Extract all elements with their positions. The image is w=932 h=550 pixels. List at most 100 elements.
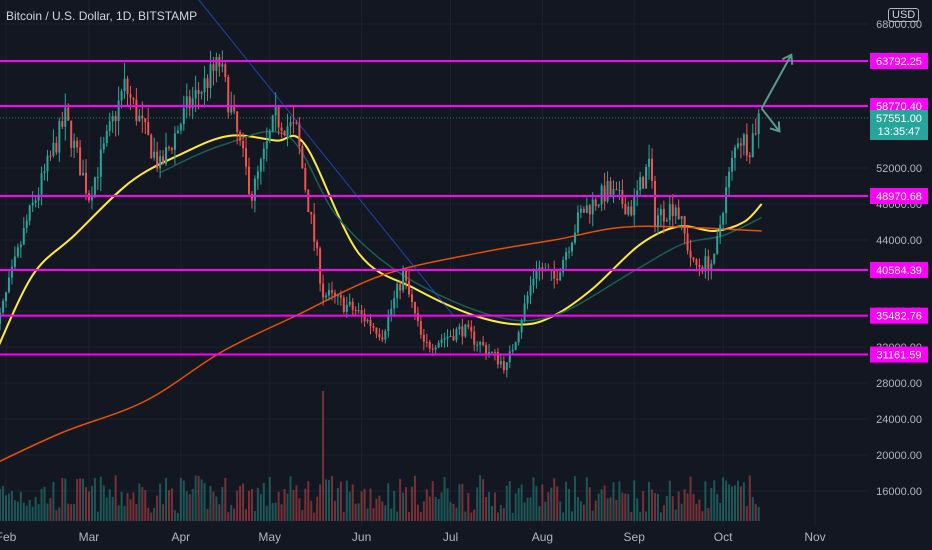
time-axis[interactable]: Feb Mar Apr May Jun Jul Aug Sep Oct Nov	[0, 530, 826, 544]
candle-body	[736, 143, 739, 148]
candle-body	[683, 216, 686, 234]
candle-body	[357, 310, 360, 312]
candle-body	[7, 277, 10, 293]
arrow-head[interactable]	[769, 121, 781, 133]
volume-bar	[2, 486, 5, 521]
candle-body	[440, 339, 443, 343]
volume-bar	[698, 499, 701, 521]
candle-body	[502, 361, 505, 371]
volume-bar	[108, 489, 111, 521]
volume-bar	[591, 510, 594, 521]
volume-bar	[523, 502, 526, 521]
candle-body	[668, 204, 671, 221]
volume-bar	[485, 496, 488, 521]
candle-body	[452, 335, 455, 341]
volume-bar	[87, 491, 90, 521]
candle-body	[653, 180, 656, 227]
volume-bar	[553, 478, 556, 521]
last-price-value: 57551.00	[876, 113, 922, 125]
candle-body	[19, 244, 22, 248]
volume-bar	[286, 493, 289, 521]
volume-bar	[218, 504, 221, 521]
volume-bar	[37, 504, 40, 521]
candle-body	[437, 342, 440, 348]
trendline-segment[interactable]	[196, 0, 454, 316]
candle-body	[748, 155, 751, 158]
volume-bar	[330, 476, 333, 521]
volume-bar	[16, 501, 19, 521]
candle-body	[698, 265, 701, 267]
candle-body	[147, 121, 150, 135]
candle-body	[301, 146, 304, 169]
volume-bar	[333, 500, 336, 521]
candle-body	[0, 312, 2, 324]
volume-bar	[751, 497, 754, 521]
trendline[interactable]	[196, 0, 454, 316]
volume-bar	[123, 505, 126, 521]
candle-body	[114, 116, 117, 122]
volume-bar	[366, 508, 369, 521]
arrow-shaft[interactable]	[760, 54, 793, 109]
candle-body	[410, 294, 413, 303]
candle-body	[505, 362, 508, 371]
volume-bar	[571, 511, 574, 521]
price-tick-label: 20000.00	[876, 450, 922, 462]
level-label-box	[870, 307, 928, 324]
candle-body	[144, 118, 147, 122]
volume-bar	[31, 506, 34, 521]
candle-body	[256, 171, 259, 179]
candle-body	[79, 147, 82, 176]
candle-body	[387, 315, 390, 332]
candle-body	[96, 176, 99, 178]
candle-body	[25, 220, 28, 229]
volume-bar	[547, 492, 550, 521]
candle-body	[582, 208, 585, 213]
candle-body	[277, 106, 280, 128]
volume-bar	[209, 485, 212, 521]
candle-body	[609, 181, 612, 195]
volume-bar	[458, 484, 461, 521]
volume-bar	[653, 493, 656, 521]
currency-button[interactable]: USD	[888, 8, 920, 22]
candle-body	[289, 122, 292, 127]
candle-body	[55, 142, 58, 153]
volume-bar	[245, 509, 248, 521]
volume-bar	[455, 507, 458, 521]
candle-body	[298, 123, 301, 147]
volume-bar	[668, 480, 671, 521]
projection-arrows[interactable]	[760, 53, 794, 133]
candle-body	[695, 259, 698, 266]
volume-bar	[132, 492, 135, 521]
volume-bar	[713, 480, 716, 521]
volume-bar	[642, 491, 645, 521]
arrow-shaft[interactable]	[760, 107, 781, 132]
volume-bar	[493, 492, 496, 521]
volume-bar	[105, 497, 108, 521]
volume-bar	[624, 493, 627, 521]
candle-body	[319, 248, 322, 284]
volume-bar	[173, 510, 176, 521]
level-label-box	[870, 262, 928, 278]
candle-body	[467, 324, 470, 327]
volume-bar	[316, 496, 319, 521]
candle-body	[449, 335, 452, 337]
volume-bar	[19, 491, 22, 521]
volume-bar	[298, 498, 301, 521]
candle-body	[46, 155, 49, 172]
volume-bar	[541, 484, 544, 521]
volume-bar	[556, 486, 559, 521]
level-label-box	[870, 188, 928, 204]
volume-bar	[7, 493, 10, 521]
horizontal-levels[interactable]	[0, 60, 868, 356]
volume-bar	[114, 475, 117, 521]
candle-body	[245, 148, 248, 167]
volume-bar	[692, 493, 695, 521]
volume-bar	[576, 497, 579, 521]
candle-body	[354, 310, 357, 312]
volume-bar	[79, 478, 82, 521]
candle-body	[28, 205, 31, 221]
arrow-head[interactable]	[781, 53, 794, 65]
candle-body	[259, 159, 262, 172]
volume-bar	[28, 499, 31, 521]
